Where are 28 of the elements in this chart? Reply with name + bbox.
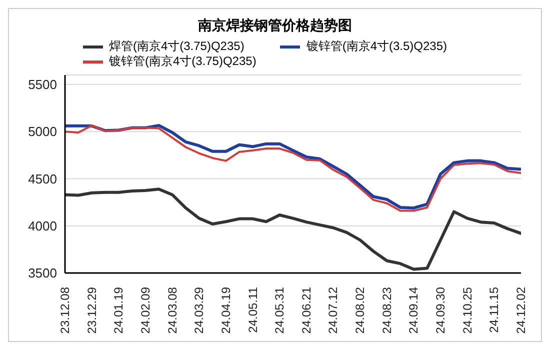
x-tick-label: 24.09.14	[406, 286, 421, 334]
x-tick-label: 24.01.19	[112, 286, 126, 334]
legend-label: 焊管(南京4寸(3.75)Q235)	[108, 39, 244, 54]
x-tick-label: 24.04.19	[218, 286, 233, 334]
x-tick-label: 24.02.09	[138, 286, 152, 334]
x-tick-label: 24.05.31	[272, 286, 287, 334]
x-tick-label: 24.11.15	[487, 286, 502, 333]
y-tick-label: 5000	[28, 124, 57, 140]
legend-label: 镀锌管(南京4寸(3.5)Q235)	[306, 39, 448, 54]
x-tick-label: 24.09.30	[434, 286, 448, 334]
chart-title: 南京焊接钢管价格趋势图	[197, 16, 353, 35]
x-tick-label: 24.05.11	[246, 286, 260, 333]
x-tick-label: 24.03.29	[192, 286, 206, 334]
y-tick-label: 4500	[28, 171, 57, 186]
y-tick-label: 5500	[28, 77, 57, 92]
y-tick-label: 3500	[28, 266, 57, 281]
x-tick-label: 24.12.02	[514, 286, 528, 334]
x-tick-label: 24.10.25	[460, 286, 474, 334]
x-tick-label: 24.07.12	[326, 286, 340, 334]
x-tick-label: 24.08.02	[353, 286, 368, 334]
x-tick-label: 24.06.21	[299, 286, 314, 334]
x-tick-label: 23.12.29	[84, 286, 99, 334]
x-tick-label: 24.08.23	[380, 286, 394, 334]
x-tick-label: 23.12.08	[58, 286, 72, 334]
x-tick-label: 24.03.08	[165, 286, 180, 334]
line-series	[65, 188, 521, 271]
y-tick-label: 4000	[28, 218, 57, 234]
legend-label: 镀锌管(南京4寸(3.75)Q235)	[108, 54, 256, 69]
